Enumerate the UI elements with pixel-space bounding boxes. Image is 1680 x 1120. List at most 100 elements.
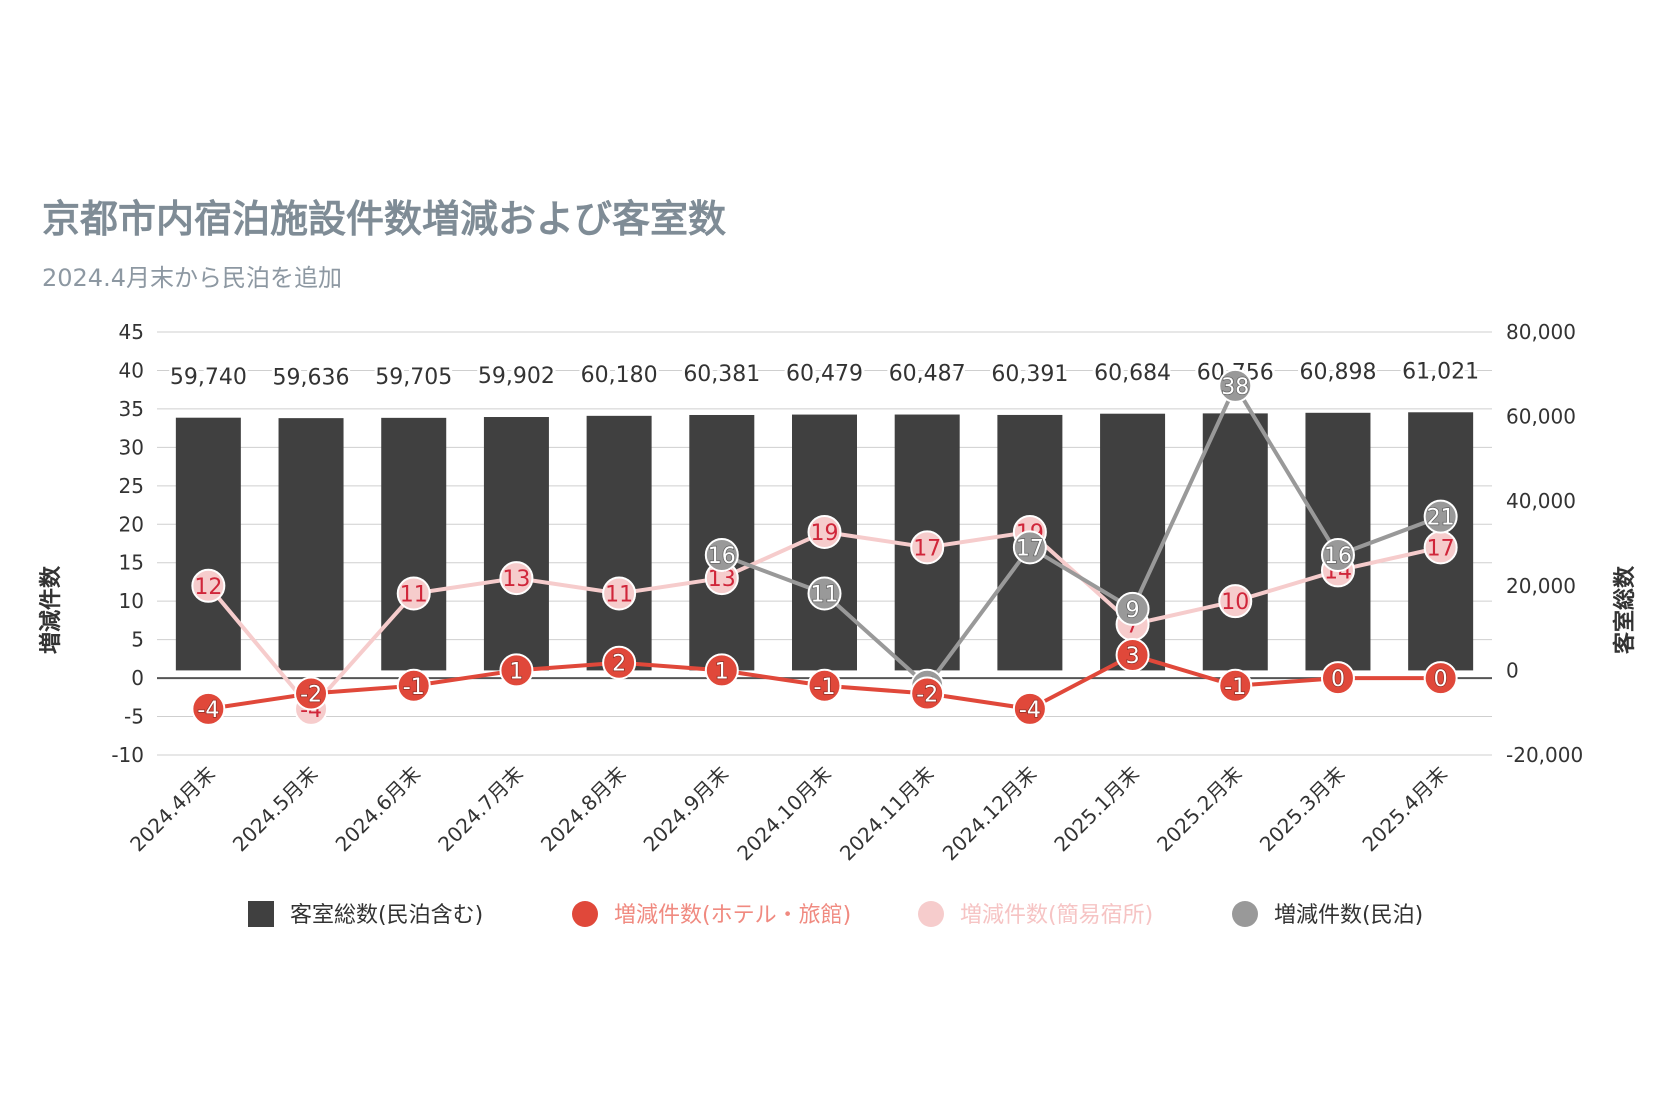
bar-value-label: 60,381 [683, 362, 760, 387]
series-point-label: 16 [708, 544, 736, 569]
series-point [1012, 530, 1047, 565]
series-point [807, 668, 842, 703]
y-right-tick-label: -20,000 [1506, 743, 1583, 767]
bar-value-label: 60,487 [889, 362, 966, 387]
x-tick-label: 2024.5月末 [228, 762, 323, 857]
series-point-label: 3 [1126, 644, 1140, 669]
bar [1202, 413, 1268, 671]
x-tick-label: 2025.2月末 [1152, 762, 1247, 857]
series-point-label: 21 [1427, 506, 1455, 531]
legend-label: 増減件数(ホテル・旅館) [614, 903, 851, 928]
series-point [1115, 591, 1150, 626]
y-right-tick-label: 0 [1506, 658, 1519, 682]
bar-value-label: 60,898 [1299, 360, 1376, 385]
series-point [704, 653, 739, 688]
legend-swatch [248, 901, 274, 927]
y-left-tick-label: 5 [131, 628, 144, 652]
legend-swatch [1232, 901, 1258, 927]
x-tick-label: 2024.9月末 [639, 762, 734, 857]
series-point-label: -1 [403, 675, 425, 700]
y-right-tick-label: 40,000 [1506, 489, 1576, 513]
series-point [910, 530, 945, 565]
series-point-label: 17 [1016, 536, 1044, 561]
y-left-axis-title: 増減件数 [38, 565, 64, 654]
bar [586, 415, 652, 671]
series-point [1423, 499, 1458, 534]
y-left-tick-label: 20 [119, 512, 144, 536]
chart-title: 京都市内宿泊施設件数増減および客室数 [42, 197, 727, 241]
series-point [1218, 584, 1253, 619]
x-tick-label: 2024.4月末 [125, 762, 220, 857]
series-point [602, 645, 637, 680]
series-point-label: 2 [612, 652, 626, 677]
series-point [1320, 538, 1355, 573]
series-point [1218, 368, 1253, 403]
bar [175, 417, 241, 671]
series-line [721, 381, 1442, 689]
y-left-tick-label: 0 [131, 666, 144, 690]
bar-value-label: 60,180 [581, 363, 658, 388]
series-point [499, 561, 534, 596]
series-point [396, 576, 431, 611]
series-point [1218, 668, 1253, 703]
series-point [1115, 638, 1150, 673]
series-point [704, 538, 739, 573]
y-left-tick-label: -5 [124, 705, 144, 729]
series-point [499, 653, 534, 688]
y-left-tick-label: -10 [111, 743, 144, 767]
bar-value-label: 59,636 [273, 365, 350, 390]
series-point [602, 576, 637, 611]
series-point-label: -4 [1019, 698, 1041, 723]
series-point [807, 514, 842, 549]
x-tick-label: 2024.6月末 [331, 762, 426, 857]
chart-subtitle: 2024.4月末から民泊を追加 [42, 264, 342, 292]
series-point-label: 11 [400, 582, 428, 607]
series-point-label: -1 [814, 675, 836, 700]
series-point [1320, 661, 1355, 696]
x-tick-label: 2025.1月末 [1049, 762, 1144, 857]
bar-value-label: 61,021 [1402, 359, 1479, 384]
bar-value-label: 60,479 [786, 362, 863, 387]
series-point [191, 691, 226, 726]
legend-swatch [918, 901, 944, 927]
y-left-tick-label: 45 [119, 320, 144, 344]
legend-swatch [572, 901, 598, 927]
bar-value-label: 59,740 [170, 365, 247, 390]
y-left-tick-label: 25 [119, 474, 144, 498]
y-right-tick-label: 60,000 [1506, 405, 1576, 429]
series-point [910, 676, 945, 711]
series-point-label: 11 [605, 582, 633, 607]
bar-value-label: 59,902 [478, 364, 555, 389]
series-point-label: 19 [811, 521, 839, 546]
x-tick-label: 2024.11月末 [835, 762, 939, 866]
y-left-tick-label: 30 [119, 435, 144, 459]
x-tick-label: 2025.4月末 [1357, 762, 1452, 857]
y-left-tick-label: 40 [119, 358, 144, 382]
bar [278, 418, 344, 671]
y-right-axis-title: 客室総数 [1612, 565, 1638, 654]
x-tick-label: 2024.10月末 [732, 762, 836, 866]
series-point-label: 16 [1324, 544, 1352, 569]
series-point-label: 13 [502, 567, 530, 592]
y-left-tick-label: 35 [119, 397, 144, 421]
legend-label: 増減件数(簡易宿所) [960, 903, 1153, 928]
x-tick-label: 2024.12月末 [938, 762, 1042, 866]
series-point [1012, 691, 1047, 726]
series-point [191, 568, 226, 603]
x-tick-label: 2024.8月末 [536, 762, 631, 857]
legend-label: 増減件数(民泊) [1274, 903, 1423, 928]
series-point-label: 17 [913, 536, 941, 561]
series-point-label: -1 [1224, 675, 1246, 700]
series-point-label: 17 [1427, 536, 1455, 561]
series-point-label: -4 [197, 698, 219, 723]
series-point-label: 9 [1126, 598, 1140, 623]
y-left-tick-label: 10 [119, 589, 144, 613]
bar-value-label: 60,391 [991, 362, 1068, 387]
bar-value-label: 60,684 [1094, 361, 1171, 386]
series-point-label: 10 [1221, 590, 1249, 615]
bar [483, 417, 549, 671]
series-point [1423, 661, 1458, 696]
series-point-label: 1 [715, 659, 729, 684]
